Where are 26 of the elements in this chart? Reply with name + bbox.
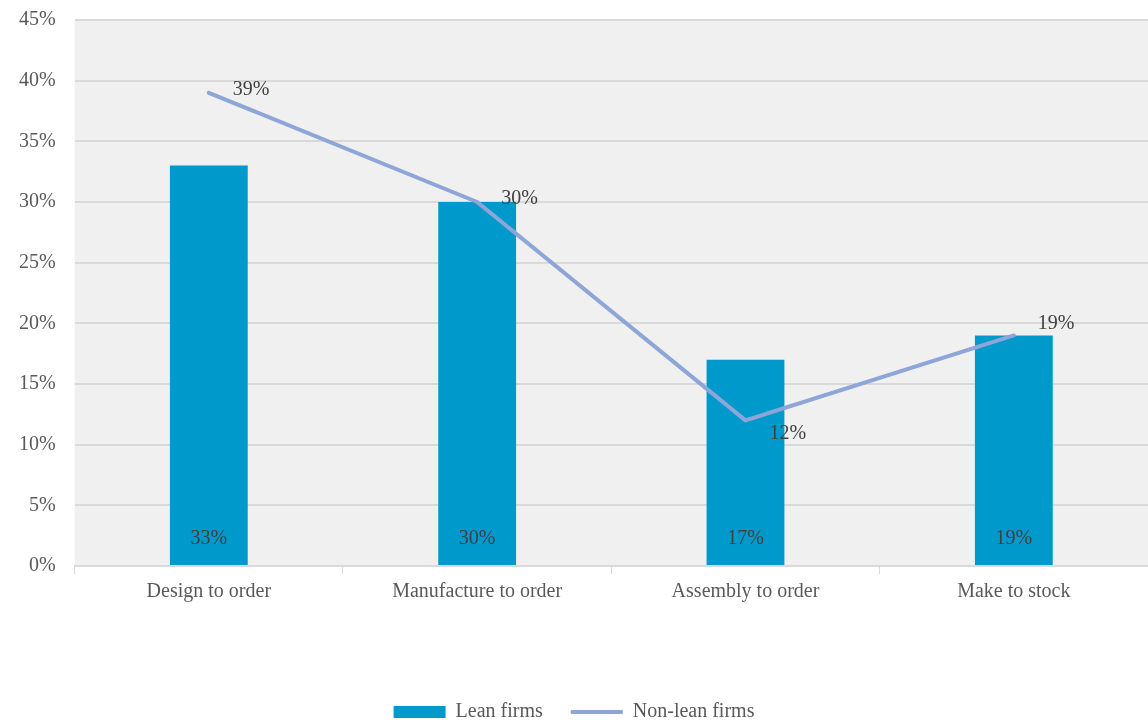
data-label: 19% bbox=[1037, 310, 1075, 333]
legend-label: Non-lean firms bbox=[632, 699, 755, 720]
y-tick-label: 15% bbox=[18, 371, 56, 394]
x-tick-label: Make to stock bbox=[957, 579, 1071, 602]
y-tick-label: 20% bbox=[18, 310, 56, 333]
y-tick-label: 40% bbox=[18, 67, 56, 90]
x-tick-label: Assembly to order bbox=[671, 579, 820, 603]
x-tick-label: Manufacture to order bbox=[392, 579, 563, 602]
x-tick-label: Design to order bbox=[146, 579, 272, 603]
y-tick-label: 5% bbox=[28, 492, 56, 515]
bar bbox=[974, 335, 1053, 565]
y-tick-label: 10% bbox=[18, 431, 56, 454]
y-tick-label: 30% bbox=[18, 189, 56, 212]
data-label: 17% bbox=[727, 526, 764, 549]
bar bbox=[438, 202, 517, 565]
data-label: 33% bbox=[190, 526, 228, 549]
y-tick-label: 35% bbox=[18, 128, 56, 151]
data-label: 39% bbox=[232, 77, 270, 100]
y-tick-label: 0% bbox=[28, 553, 56, 576]
data-label: 30% bbox=[501, 186, 538, 209]
data-label: 30% bbox=[458, 526, 496, 549]
y-tick-label: 45% bbox=[18, 7, 56, 30]
data-label: 19% bbox=[995, 526, 1033, 549]
y-tick-label: 25% bbox=[18, 249, 56, 272]
legend-label: Lean firms bbox=[455, 699, 543, 720]
bar bbox=[169, 165, 248, 565]
